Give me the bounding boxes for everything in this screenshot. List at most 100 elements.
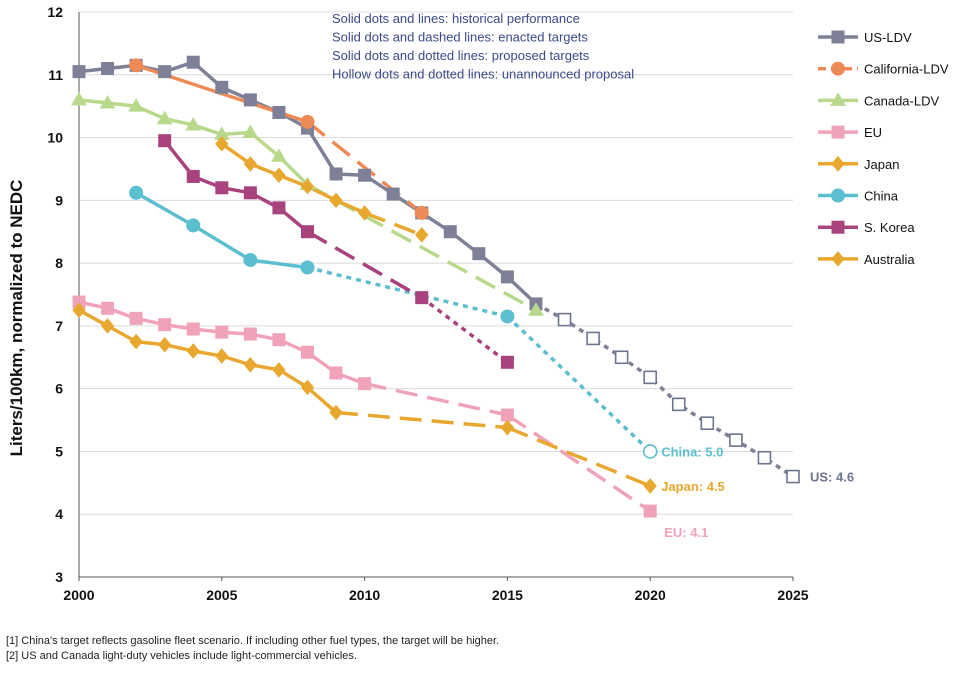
point-canada-ldv-2004: [185, 117, 202, 131]
legend-item-japan: Japan: [818, 156, 899, 172]
point-australia-2002: [129, 333, 143, 350]
grid-lines: [79, 11, 793, 515]
annotation-1: Solid dots and lines: historical perform…: [332, 11, 580, 26]
point-s-korea-2012: [415, 291, 429, 305]
point-china-2008: [300, 260, 315, 275]
legend-label-s-korea: S. Korea: [864, 220, 915, 235]
legend: US-LDV California-LDV Canada-LDV EU Japan Chi…: [818, 30, 949, 267]
point-eu-2001: [101, 301, 115, 315]
point-china-2015: [500, 309, 515, 324]
point-australia-2003: [158, 336, 172, 353]
point-australia-2015: [500, 419, 515, 436]
end-label-eu-4-1: EU: 4.1: [664, 525, 708, 540]
end-label-china-5-0: China: 5.0: [661, 444, 723, 459]
x-tick-2015: 2015: [492, 587, 523, 603]
legend-item-china: China: [818, 188, 899, 204]
point-australia-2009: [329, 404, 343, 421]
point-us-ldv-2013: [443, 225, 457, 239]
point-australia-2008: [300, 379, 315, 396]
point-s-korea-2004: [186, 169, 200, 183]
y-tick-9: 9: [55, 192, 63, 208]
point-california-ldv-2008: [300, 114, 315, 129]
series-japan-segment-1: [220, 142, 366, 215]
legend-marker-china: [831, 188, 845, 203]
y-tick-4: 4: [55, 506, 63, 522]
point-us-ldv-2020: [643, 370, 658, 385]
y-tick-6: 6: [55, 381, 63, 397]
legend-marker-eu: [831, 125, 845, 139]
point-s-korea-2005: [215, 181, 229, 195]
series-eu-segment-1: [78, 300, 366, 386]
point-us-ldv-2005: [215, 80, 229, 94]
legend-marker-australia: [831, 251, 845, 267]
point-s-korea-2007: [272, 201, 286, 215]
footnote-2: [2] US and Canada light-duty vehicles in…: [6, 650, 357, 662]
series-australia-segment-2: [335, 410, 508, 430]
point-japan-2006: [243, 156, 258, 172]
annotation-3: Solid dots and dotted lines: proposed ta…: [332, 48, 590, 63]
legend-label-eu: EU: [864, 125, 882, 140]
point-us-ldv-2025: [786, 469, 800, 484]
end-label-japan-4-5: Japan: 4.5: [661, 479, 725, 494]
point-china-2006: [243, 252, 258, 267]
end-labels: China: 5.0 Japan: 4.5 EU: 4.1 US: 4.6: [661, 444, 854, 540]
point-us-ldv-2007: [272, 105, 286, 119]
legend-item-australia: Australia: [818, 251, 915, 267]
point-us-ldv-2022: [700, 416, 715, 430]
point-japan-2009: [329, 192, 343, 209]
point-canada-ldv-2007: [271, 148, 287, 162]
point-us-ldv-2001: [101, 62, 115, 75]
annotation-2: Solid dots and dashed lines: enacted tar…: [332, 30, 588, 45]
point-california-ldv-2012: [414, 205, 429, 220]
legend-item-eu: EU: [818, 125, 882, 140]
y-tick-10: 10: [47, 130, 63, 146]
series-eu-segment-2: [364, 381, 508, 417]
y-tick-11: 11: [48, 67, 63, 83]
point-eu-2010: [358, 377, 372, 391]
point-eu-2003: [158, 318, 172, 332]
point-eu-2005: [215, 325, 229, 339]
point-eu-2008: [300, 345, 314, 359]
point-canada-ldv-2006: [242, 124, 259, 139]
point-us-ldv-2000: [72, 65, 86, 79]
point-canada-ldv-2001: [99, 95, 116, 109]
x-tick-2020: 2020: [635, 587, 666, 603]
point-us-ldv-2009: [329, 167, 343, 181]
y-tick-3: 3: [55, 569, 63, 585]
series-california-ldv-segment-2: [306, 120, 423, 215]
point-eu-2020: [643, 504, 657, 518]
point-eu-2002: [129, 311, 143, 325]
point-canada-ldv-2003: [156, 110, 173, 125]
point-australia-2004: [186, 343, 200, 359]
point-australia-2000: [72, 302, 86, 318]
point-us-ldv-2011: [386, 187, 400, 201]
footnotes: [1] China's target reflects gasoline fle…: [6, 634, 499, 664]
point-japan-2007: [272, 167, 286, 183]
point-canada-ldv-2016: [528, 302, 544, 316]
point-japan-2020: [643, 478, 657, 494]
point-eu-2007: [272, 333, 286, 347]
legend-item-california-ldv: California-LDV: [818, 61, 949, 77]
x-tick-2005: 2005: [206, 587, 237, 603]
series-china-segment-1: [135, 191, 308, 270]
point-canada-ldv-2002: [128, 98, 144, 112]
series-china-segment-2: [307, 265, 508, 319]
legend-label-china: China: [864, 189, 899, 204]
point-us-ldv-2019: [614, 350, 629, 365]
point-us-ldv-2015: [500, 270, 514, 284]
legend-item-us-ldv: US-LDV: [818, 30, 912, 45]
point-us-ldv-2004: [186, 55, 200, 69]
legend-marker-japan: [831, 156, 845, 172]
x-tick-2010: 2010: [349, 587, 380, 603]
legend-marker-california-ldv: [831, 61, 845, 76]
footnote-1: [1] China's target reflects gasoline fle…: [6, 635, 500, 647]
point-japan-2010: [357, 205, 372, 221]
point-us-ldv-2003: [158, 65, 172, 79]
series-s-korea-segment-2: [306, 230, 423, 300]
x-tick-2025: 2025: [777, 587, 808, 603]
legend-label-us-ldv: US-LDV: [864, 30, 912, 45]
legend-marker-s-korea: [831, 220, 845, 234]
point-eu-2009: [329, 366, 343, 380]
point-us-ldv-2014: [472, 247, 486, 261]
